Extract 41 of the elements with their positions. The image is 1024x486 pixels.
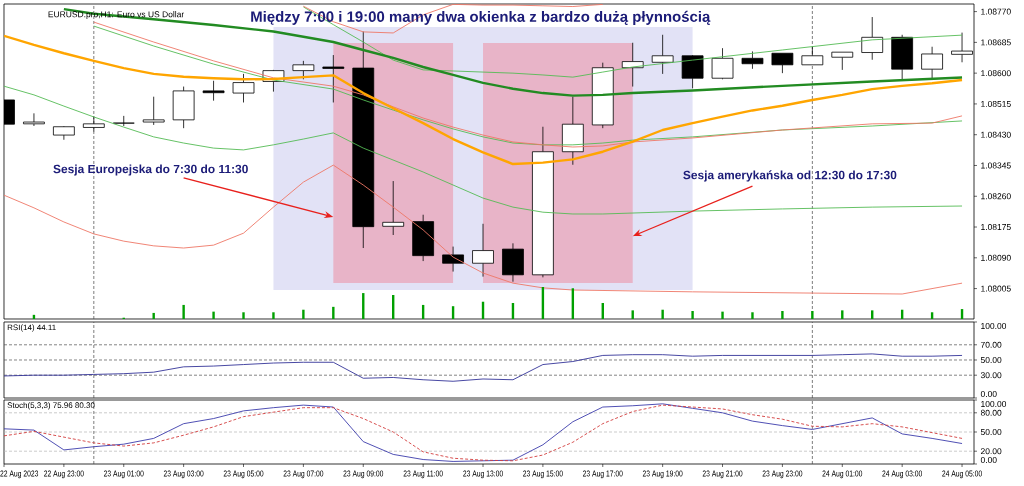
y-tick-label: 1.08430 <box>981 131 1011 138</box>
x-tick-label: 23 Aug 13:00 <box>463 470 503 479</box>
y-tick-label: 100.00 <box>981 401 1007 407</box>
y-tick-label: 0.00 <box>980 457 997 463</box>
y-tick-label: 1.08515 <box>981 100 1011 107</box>
y-tick-label: 1.08600 <box>981 70 1011 77</box>
x-tick-label: 23 Aug 17:00 <box>582 470 623 479</box>
x-tick-label: 23 Aug 03:00 <box>163 470 204 479</box>
x-tick-label: 23 Aug 23:00 <box>762 470 803 479</box>
text: EURUSD.pro,H1: Euro vs US Dollar <box>48 11 185 19</box>
x-tick-label: 24 Aug 05:00 <box>942 470 982 479</box>
y-tick-label: 50.00 <box>980 357 1002 363</box>
x-tick-label: 24 Aug 03:00 <box>882 470 923 479</box>
x-tick-label: 23 Aug 07:00 <box>283 470 324 479</box>
x-tick-label: 22 Aug 2023 <box>0 470 39 479</box>
y-tick-label: 1.08685 <box>981 39 1011 46</box>
x-tick-label: 23 Aug 05:00 <box>223 470 264 479</box>
y-tick-label: 1.08260 <box>981 193 1011 200</box>
y-tick-label: 20.00 <box>980 448 1002 455</box>
y-tick-label: 100.00 <box>981 323 1007 329</box>
y-tick-label: 1.08345 <box>981 162 1011 169</box>
y-tick-label: 1.08090 <box>981 254 1011 261</box>
band-label: Sesja Europejska do 7:30 do 11:30 <box>53 164 248 176</box>
x-tick-label: 23 Aug 11:00 <box>403 470 443 479</box>
x-tick-label: 23 Aug 19:00 <box>642 470 683 479</box>
y-tick-label: 1.08005 <box>981 285 1011 292</box>
y-tick-label: 50.00 <box>980 429 1002 435</box>
x-tick-label: 23 Aug 09:00 <box>343 470 384 479</box>
y-tick-label: 0.00 <box>980 391 997 397</box>
band-label: Sesja amerykańska od 12:30 do 17:30 <box>683 170 897 182</box>
x-tick-label: 23 Aug 15:00 <box>523 470 563 479</box>
x-tick-label: 23 Aug 21:00 <box>702 470 743 479</box>
chart-title: Między 7:00 i 19:00 mamy dwa okienka z bardzo dużą płynnością <box>251 10 711 25</box>
y-tick-label: 1.08770 <box>981 8 1011 15</box>
x-tick-label: 23 Aug 01:00 <box>103 470 144 479</box>
x-tick-label: 24 Aug 01:00 <box>822 470 863 479</box>
y-tick-label: 80.00 <box>980 409 1002 416</box>
y-tick-label: 70.00 <box>980 341 1002 348</box>
y-tick-label: 1.08175 <box>981 224 1011 231</box>
y-tick-label: 30.00 <box>980 372 1002 379</box>
x-tick-label: 22 Aug 23:00 <box>44 470 84 479</box>
